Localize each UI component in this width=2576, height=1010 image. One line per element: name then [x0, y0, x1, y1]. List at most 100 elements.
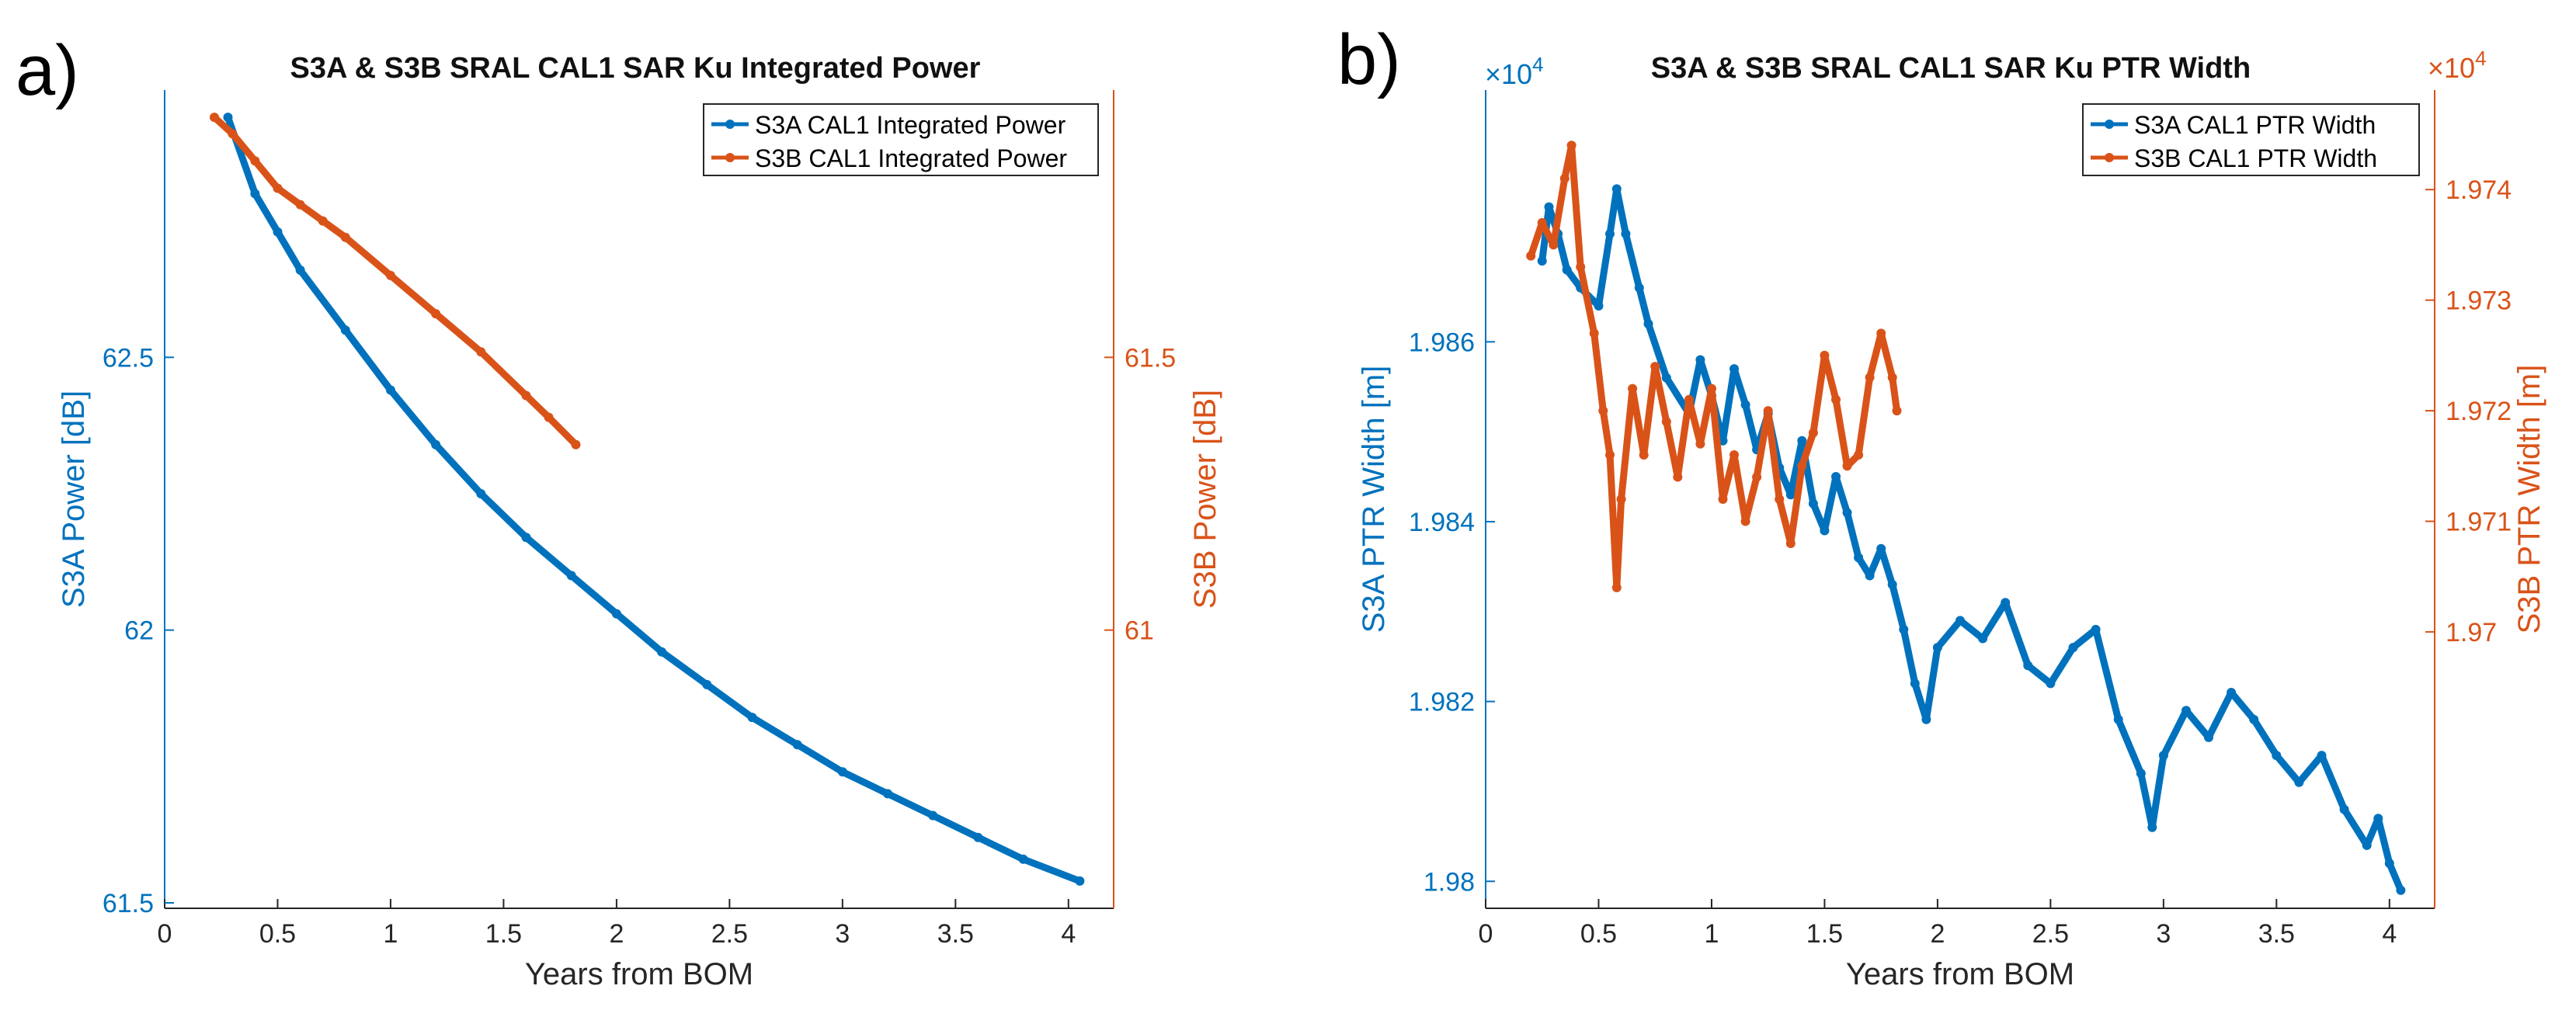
panel-label-b: b): [1337, 20, 1401, 99]
data-point: [1616, 495, 1626, 504]
data-point: [1910, 679, 1920, 689]
data-point: [273, 183, 283, 193]
y-tick-label-left: 1.98: [1424, 867, 1475, 897]
x-tick-label: 0: [1479, 919, 1493, 949]
data-point: [2001, 598, 2011, 608]
data-point: [1955, 616, 1965, 626]
plot-area-b: [1486, 90, 2435, 908]
data-point: [1576, 262, 1586, 272]
data-point: [1018, 854, 1028, 864]
data-point: [1695, 439, 1705, 449]
data-point: [2181, 706, 2191, 716]
data-point: [386, 270, 395, 280]
data-point: [1589, 328, 1599, 338]
data-point: [1831, 472, 1841, 481]
data-point: [1639, 450, 1649, 460]
data-point: [2317, 751, 2327, 761]
data-point: [2023, 661, 2033, 671]
data-point: [521, 390, 531, 401]
data-point: [2339, 804, 2349, 814]
data-point: [1537, 256, 1547, 266]
data-point: [1932, 643, 1942, 653]
data-point: [431, 439, 441, 449]
series-line: [1527, 141, 1900, 592]
data-point: [1605, 450, 1615, 460]
exponent-left-base: ×10: [1485, 58, 1532, 90]
legend-marker-s3b-ptr: [2105, 153, 2114, 162]
data-point: [1785, 539, 1796, 548]
data-point: [1752, 472, 1762, 482]
x-axis-label-a: Years from BOM: [525, 957, 753, 991]
data-point: [250, 156, 260, 166]
x-tick-label: 1.5: [485, 919, 522, 949]
data-point: [747, 713, 757, 723]
data-point: [223, 113, 233, 123]
data-point: [1562, 265, 1572, 275]
plot-area-a: [165, 90, 1114, 908]
data-point: [837, 767, 847, 777]
data-point: [340, 325, 350, 335]
series-s3b-ptr: [1526, 141, 1902, 592]
panel-label-a: a): [16, 31, 79, 110]
data-point: [1594, 301, 1604, 311]
x-tick-label: 2.5: [2032, 919, 2069, 949]
data-point: [566, 571, 576, 581]
data-point: [2294, 777, 2304, 787]
data-point: [1842, 461, 1852, 471]
data-point: [1730, 364, 1739, 374]
y-ticks-right-a: 61 61.5: [1104, 343, 1176, 646]
x-tick-label: 3: [2156, 919, 2171, 949]
data-point: [1537, 217, 1547, 227]
legend-box-b: [2082, 103, 2420, 176]
data-point: [1797, 461, 1807, 471]
data-point: [2046, 679, 2056, 689]
data-point: [1820, 526, 1830, 536]
series-s3b-power: [210, 113, 581, 449]
data-point: [476, 489, 486, 498]
x-axis-label-b: Years from BOM: [1846, 957, 2074, 991]
data-point: [1899, 624, 1909, 634]
y-ticks-left-b: 1.98 1.982 1.984 1.986: [1409, 328, 1495, 897]
y-tick-label-right: 1.974: [2446, 175, 2512, 205]
x-ticks-b: 0 0.5 1 1.5 2 2.5 3 3.5 4: [1479, 899, 2397, 949]
data-point: [1549, 240, 1559, 250]
data-point: [1718, 495, 1728, 504]
data-point: [1661, 373, 1671, 383]
x-tick-label: 0.5: [1580, 919, 1617, 949]
data-point: [1740, 516, 1750, 526]
x-tick-label: 2: [609, 919, 624, 949]
data-point: [431, 309, 441, 319]
data-point: [1661, 417, 1671, 427]
data-point: [1695, 355, 1705, 365]
y-ticks-left-a: 61.5 62 62.5: [103, 343, 174, 918]
x-tick-label: 3.5: [2258, 919, 2295, 949]
exponent-right-power: 4: [2475, 47, 2486, 70]
x-tick-label: 1: [1704, 919, 1719, 949]
data-point: [1605, 229, 1615, 239]
data-point: [1865, 571, 1875, 581]
data-point: [611, 609, 621, 619]
data-point: [1684, 394, 1694, 404]
x-tick-label: 4: [2382, 919, 2397, 949]
exponent-label-left-b: ×104: [1485, 53, 1544, 90]
data-point: [1611, 582, 1622, 592]
data-point: [1785, 490, 1796, 500]
data-point: [1730, 450, 1739, 460]
y-axis-label-right-b: S3B PTR Width [m]: [2512, 365, 2546, 634]
data-point: [1559, 173, 1570, 183]
legend-marker-s3a: [725, 120, 735, 129]
y-tick-label-left: 1.982: [1409, 688, 1475, 717]
series-s3a-power: [223, 113, 1085, 886]
data-point: [2136, 769, 2146, 779]
data-point: [2068, 643, 2078, 653]
data-point: [1526, 251, 1536, 261]
data-point: [273, 227, 283, 237]
y-tick-label-right: 61.5: [1125, 343, 1176, 373]
data-point: [1566, 141, 1577, 151]
y-tick-label-right: 61: [1125, 616, 1154, 646]
data-point: [2373, 814, 2383, 824]
x-tick-label: 4: [1061, 919, 1076, 949]
data-point: [1887, 580, 1897, 589]
x-tick-label: 2.5: [711, 919, 748, 949]
data-point: [544, 412, 554, 422]
